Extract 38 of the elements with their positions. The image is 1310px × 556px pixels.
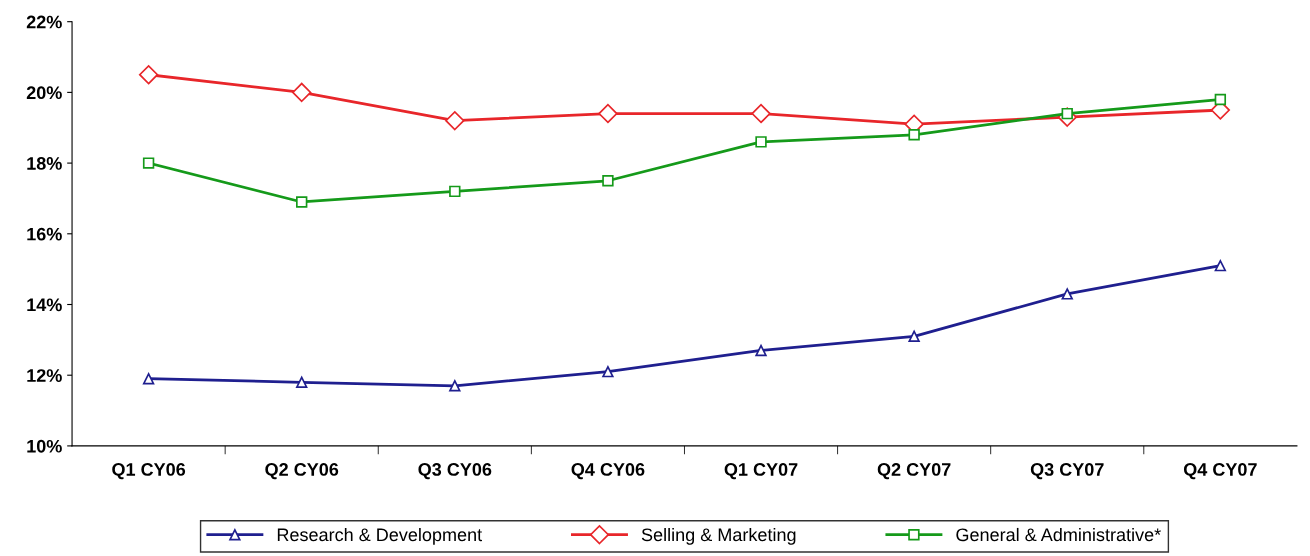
point (751, 103, 771, 124)
point (296, 196, 308, 208)
x-tick-label: Q1 CY07 (724, 463, 798, 480)
point (1061, 288, 1073, 300)
y-tick-label: 10% (27, 439, 62, 453)
x-tick-label: Q3 CY06 (418, 463, 492, 480)
point (138, 65, 159, 85)
x-tick-label: Q1 CY06 (112, 463, 186, 480)
x-tick-label: Q3 CY07 (1030, 463, 1104, 480)
legend-label: General & Administrative* (956, 527, 1161, 542)
point (598, 103, 618, 124)
point (142, 373, 155, 385)
point (1214, 259, 1227, 272)
point (296, 376, 308, 388)
point (755, 136, 767, 148)
legend-label: Selling & Marketing (641, 527, 796, 545)
y-tick-label: 20% (26, 86, 62, 100)
x-tick-label: Q2 CY07 (877, 463, 951, 480)
x-tick-label: Q4 CY06 (571, 463, 645, 480)
point (908, 330, 920, 343)
legend-label: Research & Development (277, 527, 482, 545)
x-tick-label: Q2 CY06 (265, 463, 339, 480)
y-tick-label: 12% (27, 369, 62, 382)
point (602, 175, 614, 187)
point (142, 157, 155, 169)
x-tick-label: Q4 CY07 (1183, 463, 1257, 480)
y-tick-label: 16% (27, 227, 62, 241)
y-tick-label: 18% (27, 157, 62, 170)
point (292, 82, 312, 103)
point (449, 185, 461, 198)
point (445, 110, 465, 131)
point (449, 380, 461, 392)
point (1214, 93, 1227, 106)
y-tick-label: 14% (27, 298, 62, 312)
point (755, 344, 767, 357)
point (602, 365, 614, 378)
y-tick-label: 22% (26, 15, 62, 29)
point (908, 129, 920, 141)
